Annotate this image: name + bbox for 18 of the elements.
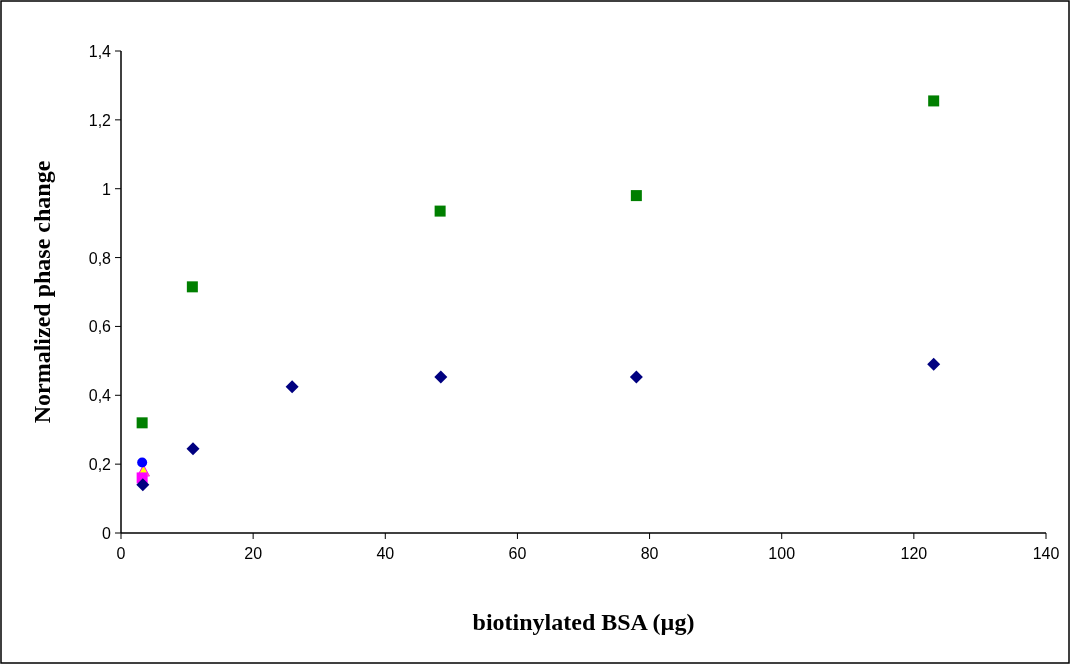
- x-tick-label: 40: [376, 545, 395, 562]
- y-tick-label: 1,4: [88, 43, 112, 60]
- x-tick-label: 60: [508, 545, 527, 562]
- y-tick-label: 1: [102, 180, 112, 198]
- x-tick-label: 120: [900, 545, 928, 562]
- x-axis-title: biotinylated BSA (µg): [472, 609, 695, 635]
- x-tick-label: 100: [768, 545, 796, 562]
- x-tick-label: 80: [640, 545, 659, 562]
- y-tick-label: 0,8: [88, 249, 112, 267]
- y-tick-label: 0: [102, 525, 112, 542]
- x-tick-label: 20: [244, 545, 263, 562]
- x-tick-label: 0: [116, 545, 126, 562]
- y-tick-label: 0,4: [88, 387, 112, 405]
- y-tick-label: 0,2: [88, 456, 112, 474]
- x-tick-label: 140: [1032, 545, 1060, 562]
- y-tick-label: 1,2: [88, 111, 112, 129]
- y-axis-title: Normalized phase change: [29, 160, 55, 424]
- y-tick-label: 0,6: [88, 318, 112, 336]
